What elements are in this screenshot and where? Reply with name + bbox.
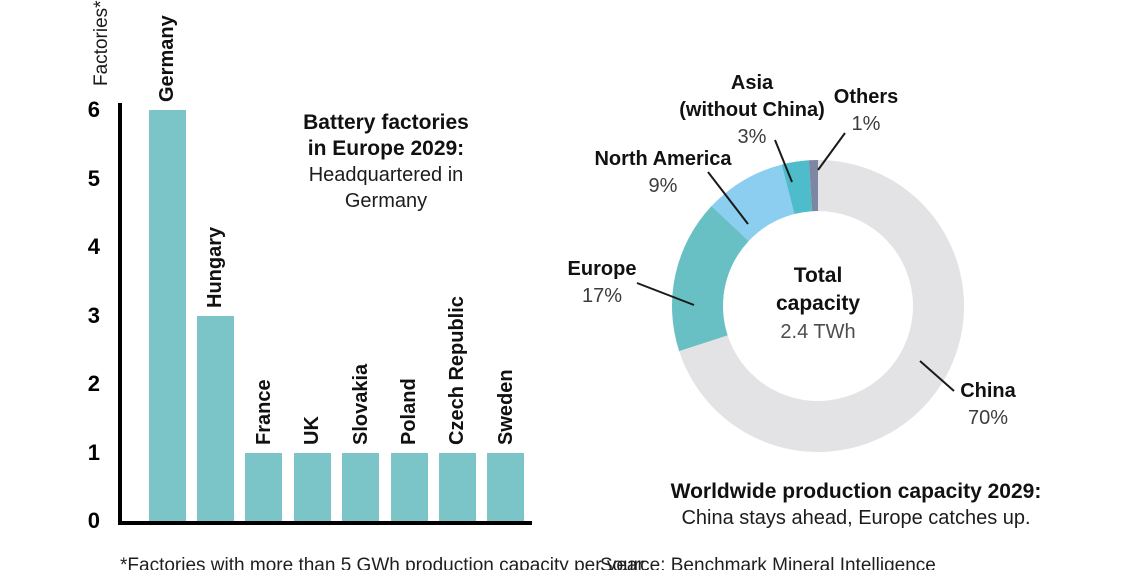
donut-segment-china xyxy=(679,160,964,452)
bar-chart-subtitle-line1: Headquartered in xyxy=(308,164,464,186)
donut-chart xyxy=(672,160,964,452)
donut-segment-others xyxy=(808,160,818,212)
label-others-name: Others xyxy=(833,86,899,108)
bar-germany xyxy=(148,110,186,521)
label-china: China 70% xyxy=(918,378,1058,432)
y-tick-6: 6 xyxy=(87,97,100,122)
bar-chart-title: Battery factories in Europe 2029: Headqu… xyxy=(226,110,546,214)
y-tick-4: 4 xyxy=(87,234,100,259)
leader-line-north-america xyxy=(707,171,749,225)
label-others: Others 1% xyxy=(796,84,936,138)
x-axis-line xyxy=(118,521,532,525)
label-europe-pct: 17% xyxy=(581,285,623,307)
label-north-america: North America 9% xyxy=(563,146,763,200)
leader-line-others xyxy=(817,132,846,171)
label-asia-pct: 3% xyxy=(737,126,767,148)
label-china-pct: 70% xyxy=(967,407,1009,429)
leader-line-asia xyxy=(774,139,793,183)
donut-segment-europe xyxy=(672,206,749,352)
y-tick-2: 2 xyxy=(87,371,100,396)
label-asia-line1: Asia xyxy=(730,72,774,94)
bar-uk xyxy=(293,452,331,521)
footnote: *Factories with more than 5 GWh producti… xyxy=(120,555,649,570)
bar-sweden xyxy=(487,452,525,521)
leader-line-china xyxy=(919,360,955,392)
bar-hungary xyxy=(196,315,234,521)
y-tick-1: 1 xyxy=(87,439,100,465)
y-axis-line xyxy=(118,103,122,525)
bar-chart-subtitle-line2: Germany xyxy=(344,190,428,212)
bar-france xyxy=(245,452,283,521)
bar-chart-title-line1: Battery factories xyxy=(303,111,469,134)
bar-poland xyxy=(390,452,428,521)
label-north-america-pct: 9% xyxy=(648,175,678,197)
leader-line-europe xyxy=(636,282,695,306)
donut-segment-north-america xyxy=(711,164,795,241)
y-tick-5: 5 xyxy=(87,165,100,191)
label-europe-name: Europe xyxy=(567,258,637,280)
donut-center-text: Total capacity 2.4 TWh xyxy=(708,262,928,346)
source-credit: Source: Benchmark Mineral Intelligence xyxy=(600,555,936,570)
label-asia-line2: (without China) xyxy=(679,99,825,121)
label-others-pct: 1% xyxy=(851,113,881,135)
donut-chart-caption: Worldwide production capacity 2029: Chin… xyxy=(626,478,1086,532)
donut-caption-subtitle: China stays ahead, Europe catches up. xyxy=(681,507,1031,529)
y-tick-0: 0 xyxy=(87,508,100,533)
label-north-america-name: North America xyxy=(594,148,732,170)
bar-slovakia xyxy=(342,452,380,521)
bar-chart-title-line2: in Europe 2029: xyxy=(307,137,465,160)
donut-caption-title: Worldwide production capacity 2029: xyxy=(670,480,1042,503)
donut-center-line1: Total xyxy=(793,264,843,287)
donut-center-line2: capacity xyxy=(775,292,861,315)
label-asia: Asia (without China) 3% xyxy=(622,70,882,151)
label-europe: Europe 17% xyxy=(532,256,672,310)
bar-czech-republic xyxy=(438,452,476,521)
y-tick-3: 3 xyxy=(87,302,100,328)
donut-center-value: 2.4 TWh xyxy=(780,321,856,343)
label-china-name: China xyxy=(960,380,1016,402)
